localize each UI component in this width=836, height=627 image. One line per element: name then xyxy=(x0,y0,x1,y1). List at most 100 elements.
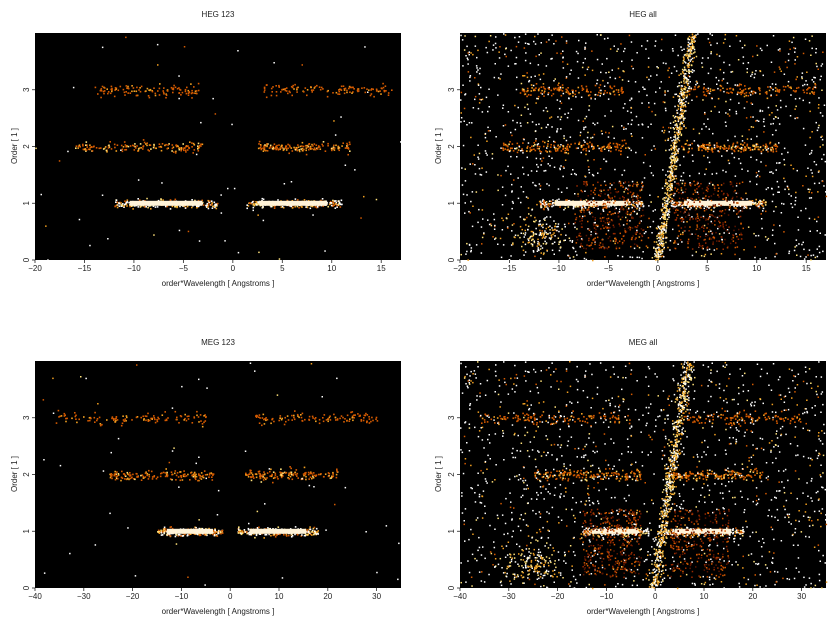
event-pixel xyxy=(759,70,761,72)
event-pixel xyxy=(621,255,624,258)
event-pixel xyxy=(548,88,550,90)
event-pixel xyxy=(675,138,677,140)
event-pixel xyxy=(551,34,553,36)
event-pixel xyxy=(484,132,487,135)
event-pixel xyxy=(734,84,736,86)
event-pixel xyxy=(729,183,732,186)
event-pixel xyxy=(502,125,505,127)
event-pixel xyxy=(749,147,751,149)
event-pixel xyxy=(578,91,580,94)
event-pixel xyxy=(629,214,632,216)
order-band-core xyxy=(554,200,628,206)
event-pixel xyxy=(627,188,630,190)
event-pixel xyxy=(620,43,622,45)
event-pixel xyxy=(606,226,609,229)
event-pixel xyxy=(580,85,583,87)
event-pixel xyxy=(275,94,278,97)
event-pixel xyxy=(758,201,761,203)
event-pixel xyxy=(255,202,258,205)
event-pixel xyxy=(676,109,678,112)
event-pixel xyxy=(673,136,675,138)
event-pixel xyxy=(120,205,123,207)
event-pixel xyxy=(693,70,695,72)
event-pixel xyxy=(543,204,545,206)
event-pixel xyxy=(296,205,299,208)
event-pixel xyxy=(477,158,480,160)
event-pixel xyxy=(819,146,821,148)
event-pixel xyxy=(300,148,302,150)
event-pixel xyxy=(665,203,668,205)
event-pixel xyxy=(688,45,690,48)
event-pixel xyxy=(633,209,635,211)
event-pixel xyxy=(657,252,659,255)
event-pixel xyxy=(808,40,811,42)
event-pixel xyxy=(618,197,621,199)
event-pixel xyxy=(714,224,716,226)
event-pixel xyxy=(480,86,482,89)
event-pixel xyxy=(679,201,682,204)
event-pixel xyxy=(620,185,622,187)
event-pixel xyxy=(581,89,584,91)
event-pixel xyxy=(544,204,546,207)
event-pixel xyxy=(683,61,686,63)
event-pixel xyxy=(740,93,742,96)
event-pixel xyxy=(669,194,671,196)
event-pixel xyxy=(690,70,692,73)
event-pixel xyxy=(339,88,342,91)
event-pixel xyxy=(692,218,694,220)
event-pixel xyxy=(561,90,564,92)
event-pixel xyxy=(680,227,683,229)
event-pixel xyxy=(675,219,677,221)
event-pixel xyxy=(656,237,658,240)
event-pixel xyxy=(553,80,555,82)
event-pixel xyxy=(86,146,88,148)
event-pixel xyxy=(536,147,539,150)
event-pixel xyxy=(743,107,746,109)
event-pixel xyxy=(620,208,622,211)
event-pixel xyxy=(765,146,768,149)
event-pixel xyxy=(581,66,584,69)
event-pixel xyxy=(603,247,606,250)
event-pixel xyxy=(572,246,574,249)
event-pixel xyxy=(658,248,660,251)
event-pixel xyxy=(619,181,622,183)
event-pixel xyxy=(661,225,664,227)
event-pixel xyxy=(707,184,710,187)
event-pixel xyxy=(669,166,672,168)
event-pixel xyxy=(580,244,582,247)
event-pixel xyxy=(322,88,324,90)
event-pixel xyxy=(558,89,560,91)
event-pixel xyxy=(801,72,804,74)
event-pixel xyxy=(338,149,340,152)
event-pixel xyxy=(700,245,702,247)
event-pixel xyxy=(678,95,681,98)
event-pixel xyxy=(713,249,716,251)
event-pixel xyxy=(583,209,585,212)
event-pixel xyxy=(684,69,687,71)
event-pixel xyxy=(676,149,678,152)
event-pixel xyxy=(316,148,319,150)
event-pixel xyxy=(346,89,348,92)
event-pixel xyxy=(668,166,671,168)
event-pixel xyxy=(654,253,656,255)
event-pixel xyxy=(523,138,525,141)
event-pixel xyxy=(684,204,687,206)
event-pixel xyxy=(732,236,735,239)
event-pixel xyxy=(160,145,162,148)
event-pixel xyxy=(562,57,564,59)
event-pixel xyxy=(523,254,525,256)
event-pixel xyxy=(639,216,641,218)
event-pixel xyxy=(547,202,550,205)
event-pixel xyxy=(677,243,679,245)
event-pixel xyxy=(559,118,562,121)
event-pixel xyxy=(733,149,735,152)
event-pixel xyxy=(515,56,518,59)
event-pixel xyxy=(519,150,522,152)
event-pixel xyxy=(475,65,478,67)
event-pixel xyxy=(506,145,509,148)
event-pixel xyxy=(762,144,765,147)
event-pixel xyxy=(778,66,781,68)
event-pixel xyxy=(559,168,561,171)
event-pixel xyxy=(707,143,710,146)
event-pixel xyxy=(556,89,559,91)
